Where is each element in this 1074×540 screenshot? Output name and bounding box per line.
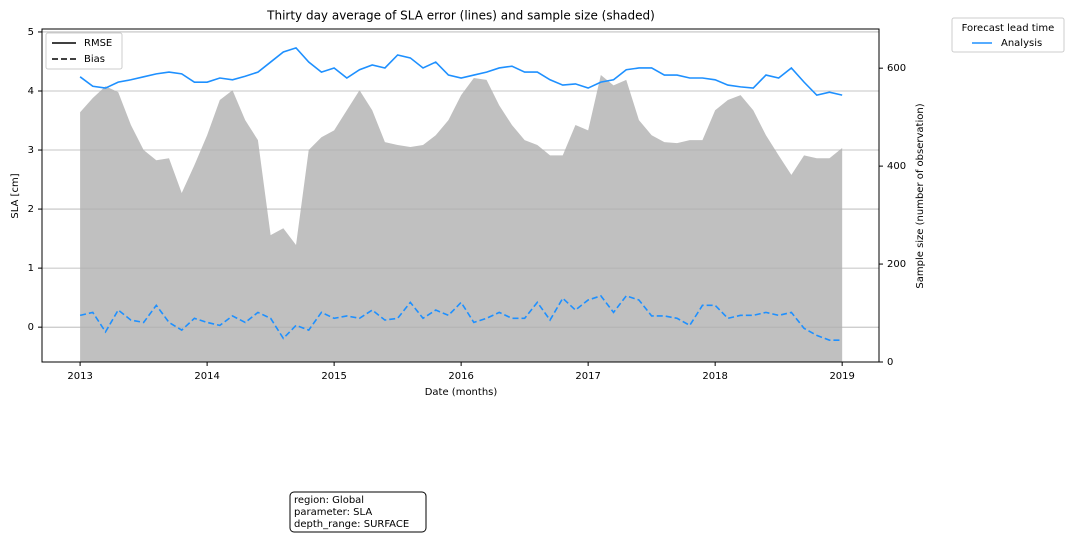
y-tick-label: 5 (28, 27, 34, 38)
x-tick-label: 2015 (321, 371, 346, 382)
legend-label: Bias (84, 54, 105, 65)
y2-tick-label: 0 (887, 357, 893, 368)
legend-title: Forecast lead time (962, 23, 1055, 34)
info-text: depth_range: SURFACE (294, 519, 409, 530)
x-tick-label: 2014 (194, 371, 219, 382)
x-tick-label: 2016 (448, 371, 473, 382)
x-tick-label: 2018 (702, 371, 727, 382)
info-box (289, 491, 427, 533)
sample-size-area (80, 75, 843, 363)
info-text: region: Global (294, 495, 364, 506)
y-axis-label: SLA [cm] (10, 173, 21, 218)
x-tick-label: 2013 (67, 371, 92, 382)
y-tick-label: 3 (28, 145, 34, 156)
y-tick-label: 2 (28, 204, 34, 215)
y-tick-label: 4 (28, 86, 34, 97)
legend-box (45, 32, 123, 70)
y2-tick-label: 400 (887, 161, 906, 172)
y2-axis-label: Sample size (number of observation) (915, 103, 926, 288)
info-text: parameter: SLA (294, 507, 372, 518)
y-tick-label: 0 (28, 322, 34, 333)
y-tick-label: 1 (28, 263, 34, 274)
x-tick-label: 2017 (575, 371, 600, 382)
legend-label: RMSE (84, 38, 112, 49)
y2-tick-label: 200 (887, 259, 906, 270)
legend-label: Analysis (1001, 38, 1042, 49)
x-axis-label: Date (months) (425, 387, 498, 398)
y2-tick-label: 600 (887, 63, 906, 74)
plot-frame (41, 28, 880, 363)
series-line (79, 46, 843, 97)
chart-title: Thirty day average of SLA error (lines) … (266, 9, 655, 23)
x-tick-label: 2019 (829, 371, 854, 382)
